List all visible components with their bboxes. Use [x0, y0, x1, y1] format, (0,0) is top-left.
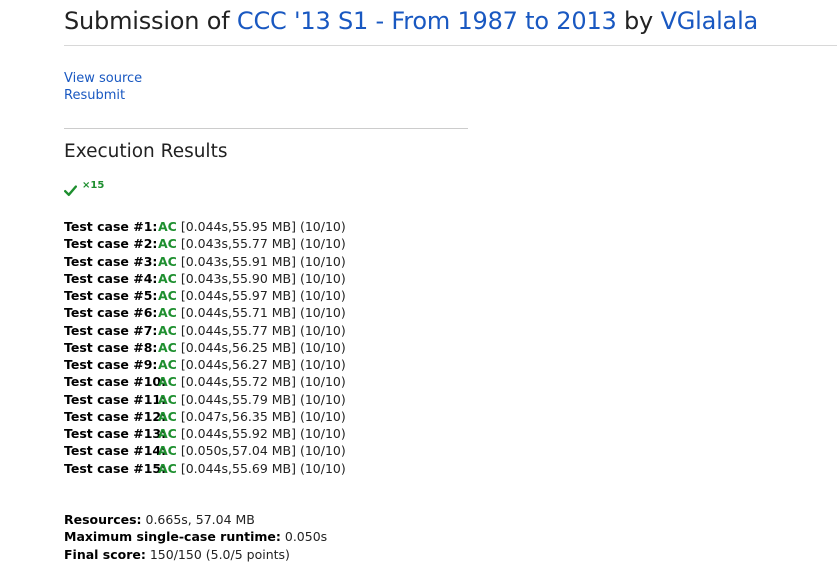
test-case-label: Test case #13:	[64, 426, 167, 441]
test-case-detail: [0.044s,55.71 MB] (10/10)	[180, 305, 346, 321]
test-case-status: AC	[158, 391, 177, 407]
test-case-label: Test case #4:	[64, 270, 158, 286]
title-prefix: Submission of	[64, 7, 237, 35]
test-case-label: Test case #6:	[64, 305, 158, 321]
test-case-detail: [0.044s,56.27 MB] (10/10)	[180, 357, 346, 372]
user-link[interactable]: VGlalala	[660, 7, 759, 35]
test-case-status: AC	[158, 219, 177, 234]
test-case-row: Test case #3:AC [0.043s,55.91 MB] (10/10…	[64, 253, 346, 270]
test-case-row: Test case #15:AC [0.044s,55.69 MB] (10/1…	[64, 460, 346, 477]
test-case-label: Test case #7:	[64, 322, 158, 338]
test-case-detail: [0.047s,56.35 MB] (10/10)	[180, 408, 346, 424]
problem-link[interactable]: CCC '13 S1 - From 1987 to 2013	[236, 7, 617, 35]
test-case-row: Test case #7:AC [0.044s,55.77 MB] (10/10…	[64, 322, 346, 339]
test-case-detail: [0.044s,55.92 MB] (10/10)	[180, 426, 346, 441]
test-case-label: Test case #2:	[64, 236, 158, 252]
test-case-label: Test case #10:	[64, 374, 167, 390]
summary-count: ×15	[82, 180, 105, 191]
results-summary: ×15	[64, 180, 104, 200]
test-case-row: Test case #13:AC [0.044s,55.92 MB] (10/1…	[64, 425, 346, 442]
test-case-status: AC	[158, 270, 177, 286]
test-case-row: Test case #12:AC [0.047s,56.35 MB] (10/1…	[64, 408, 346, 425]
test-case-detail: [0.044s,55.97 MB] (10/10)	[180, 288, 346, 303]
test-case-status: AC	[158, 288, 177, 303]
test-case-status: AC	[158, 305, 177, 321]
test-case-label: Test case #12:	[64, 408, 167, 424]
test-case-detail: [0.044s,55.79 MB] (10/10)	[180, 391, 346, 407]
test-case-label: Test case #8:	[64, 339, 158, 355]
final-score-row: Final score: 150/150 (5.0/5 points)	[64, 546, 327, 563]
test-case-status: AC	[158, 236, 177, 252]
test-case-status: AC	[158, 374, 177, 390]
check-icon	[64, 185, 77, 196]
test-case-row: Test case #1:AC [0.044s,55.95 MB] (10/10…	[64, 218, 346, 235]
test-case-row: Test case #14:AC [0.050s,57.04 MB] (10/1…	[64, 442, 346, 459]
test-case-label: Test case #14:	[64, 443, 167, 459]
test-case-row: Test case #4:AC [0.043s,55.90 MB] (10/10…	[64, 270, 346, 287]
test-case-status: AC	[158, 357, 177, 372]
final-score-value: 150/150 (5.0/5 points)	[145, 546, 290, 562]
test-case-detail: [0.043s,55.90 MB] (10/10)	[180, 270, 346, 286]
test-case-status: AC	[158, 253, 177, 269]
resources-row: Resources: 0.665s, 57.04 MB	[64, 511, 327, 528]
test-case-row: Test case #10:AC [0.044s,55.72 MB] (10/1…	[64, 373, 346, 390]
submission-totals: Resources: 0.665s, 57.04 MB Maximum sing…	[64, 511, 327, 563]
test-case-detail: [0.043s,55.77 MB] (10/10)	[180, 236, 346, 252]
final-score-label: Final score:	[64, 546, 146, 562]
test-case-list: Test case #1:AC [0.044s,55.95 MB] (10/10…	[64, 218, 346, 477]
section-divider	[64, 128, 468, 129]
test-case-status: AC	[158, 408, 177, 424]
test-case-row: Test case #5:AC [0.044s,55.97 MB] (10/10…	[64, 287, 346, 304]
resources-label: Resources:	[64, 512, 142, 527]
test-case-row: Test case #2:AC [0.043s,55.77 MB] (10/10…	[64, 235, 346, 252]
test-case-detail: [0.044s,55.72 MB] (10/10)	[180, 374, 346, 390]
resources-value: 0.665s, 57.04 MB	[141, 512, 255, 527]
max-runtime-label: Maximum single-case runtime:	[64, 529, 281, 545]
test-case-label: Test case #5:	[64, 288, 158, 303]
test-case-row: Test case #6:AC [0.044s,55.71 MB] (10/10…	[64, 304, 346, 321]
title-divider	[64, 45, 837, 46]
submission-actions: View source Resubmit	[64, 70, 142, 104]
test-case-detail: [0.044s,55.95 MB] (10/10)	[180, 219, 346, 234]
test-case-detail: [0.044s,55.77 MB] (10/10)	[180, 322, 346, 338]
test-case-row: Test case #8:AC [0.044s,56.25 MB] (10/10…	[64, 339, 346, 356]
test-case-label: Test case #11:	[64, 391, 167, 407]
test-case-detail: [0.044s,55.69 MB] (10/10)	[180, 460, 346, 476]
test-case-detail: [0.050s,57.04 MB] (10/10)	[180, 443, 346, 459]
test-case-label: Test case #15:	[64, 460, 167, 476]
title-middle: by	[616, 7, 661, 35]
test-case-row: Test case #11:AC [0.044s,55.79 MB] (10/1…	[64, 391, 346, 408]
max-runtime-value: 0.050s	[280, 529, 328, 545]
test-case-row: Test case #9:AC [0.044s,56.27 MB] (10/10…	[64, 356, 346, 373]
max-runtime-row: Maximum single-case runtime: 0.050s	[64, 528, 327, 545]
test-case-label: Test case #1:	[64, 219, 158, 234]
page-title: Submission of CCC '13 S1 - From 1987 to …	[64, 4, 758, 38]
test-case-status: AC	[158, 426, 177, 441]
test-case-label: Test case #9:	[64, 357, 158, 372]
view-source-link[interactable]: View source	[64, 71, 143, 86]
test-case-status: AC	[158, 460, 177, 476]
test-case-status: AC	[158, 339, 177, 355]
resubmit-link[interactable]: Resubmit	[64, 88, 126, 103]
test-case-detail: [0.044s,56.25 MB] (10/10)	[180, 339, 346, 355]
test-case-status: AC	[158, 443, 177, 459]
test-case-status: AC	[158, 322, 177, 338]
test-case-detail: [0.043s,55.91 MB] (10/10)	[180, 253, 346, 269]
execution-results-heading: Execution Results	[64, 141, 228, 162]
test-case-label: Test case #3:	[64, 253, 158, 269]
